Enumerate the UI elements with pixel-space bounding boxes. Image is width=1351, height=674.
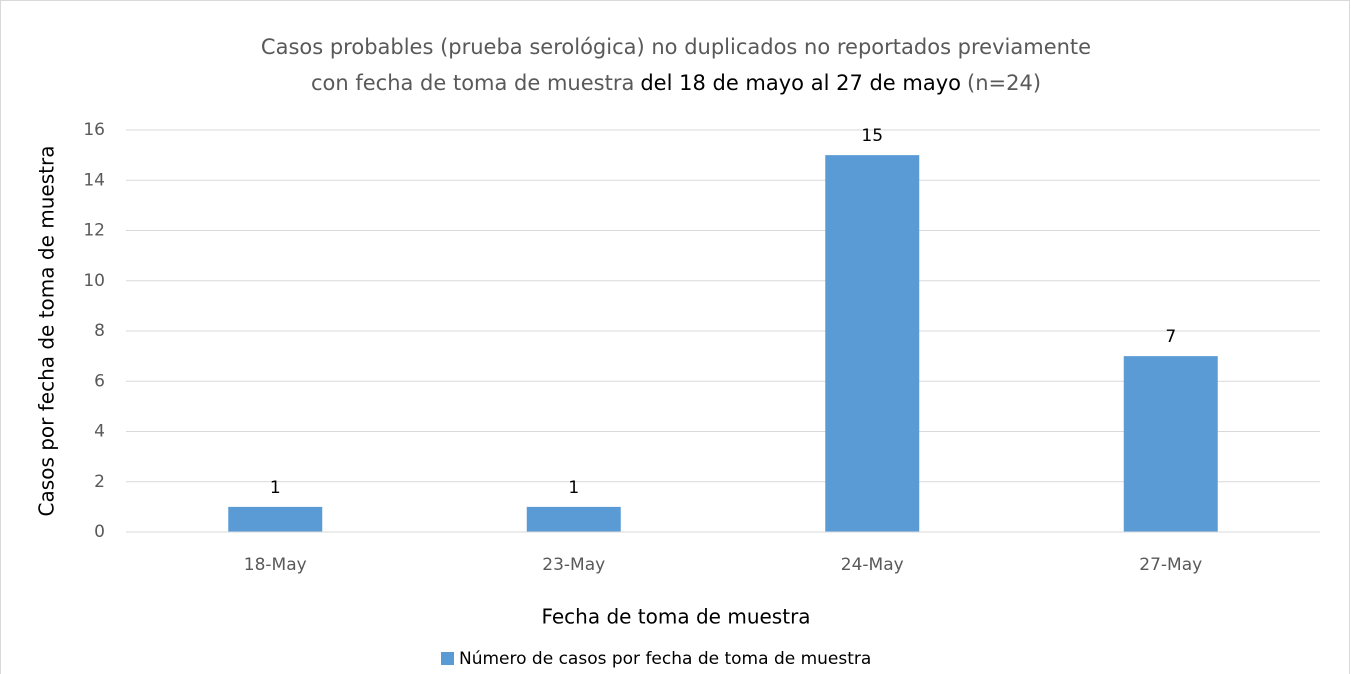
data-label: 15 (861, 126, 883, 146)
title-part: con fecha de toma de muestra (311, 71, 634, 95)
y-tick-label: 12 (83, 221, 105, 241)
bar (526, 506, 621, 532)
legend-swatch (441, 652, 454, 665)
y-tick-label: 16 (83, 120, 105, 140)
x-tick-label: 23-May (542, 555, 605, 575)
data-label: 1 (568, 478, 579, 498)
chart-title: Casos probables (prueba serológica) no d… (261, 35, 1091, 59)
x-axis-title: Fecha de toma de muestra (541, 605, 810, 629)
bar (825, 155, 920, 532)
y-tick-label: 4 (94, 422, 105, 442)
y-tick-label: 14 (83, 170, 105, 190)
chart-subtitle: con fecha de toma de muestra del 18 de ma… (311, 71, 1041, 95)
legend-label: Número de casos por fecha de toma de mue… (459, 649, 871, 669)
x-tick-label: 18-May (244, 555, 307, 575)
y-tick-label: 8 (94, 321, 105, 341)
y-tick-label: 0 (94, 522, 105, 542)
y-axis-title: Casos por fecha de toma de muestra (35, 146, 59, 517)
y-tick-label: 6 (94, 371, 105, 391)
y-tick-label: 2 (94, 472, 105, 492)
bar (228, 506, 323, 532)
data-label: 1 (270, 478, 281, 498)
x-tick-label: 27-May (1139, 555, 1202, 575)
y-tick-label: 10 (83, 271, 105, 291)
title-part: del 18 de mayo al 27 de mayo (640, 71, 961, 95)
title-part: (n=24) (967, 71, 1041, 95)
bar (1123, 356, 1218, 532)
data-label: 7 (1165, 327, 1176, 347)
x-tick-label: 24-May (841, 555, 904, 575)
